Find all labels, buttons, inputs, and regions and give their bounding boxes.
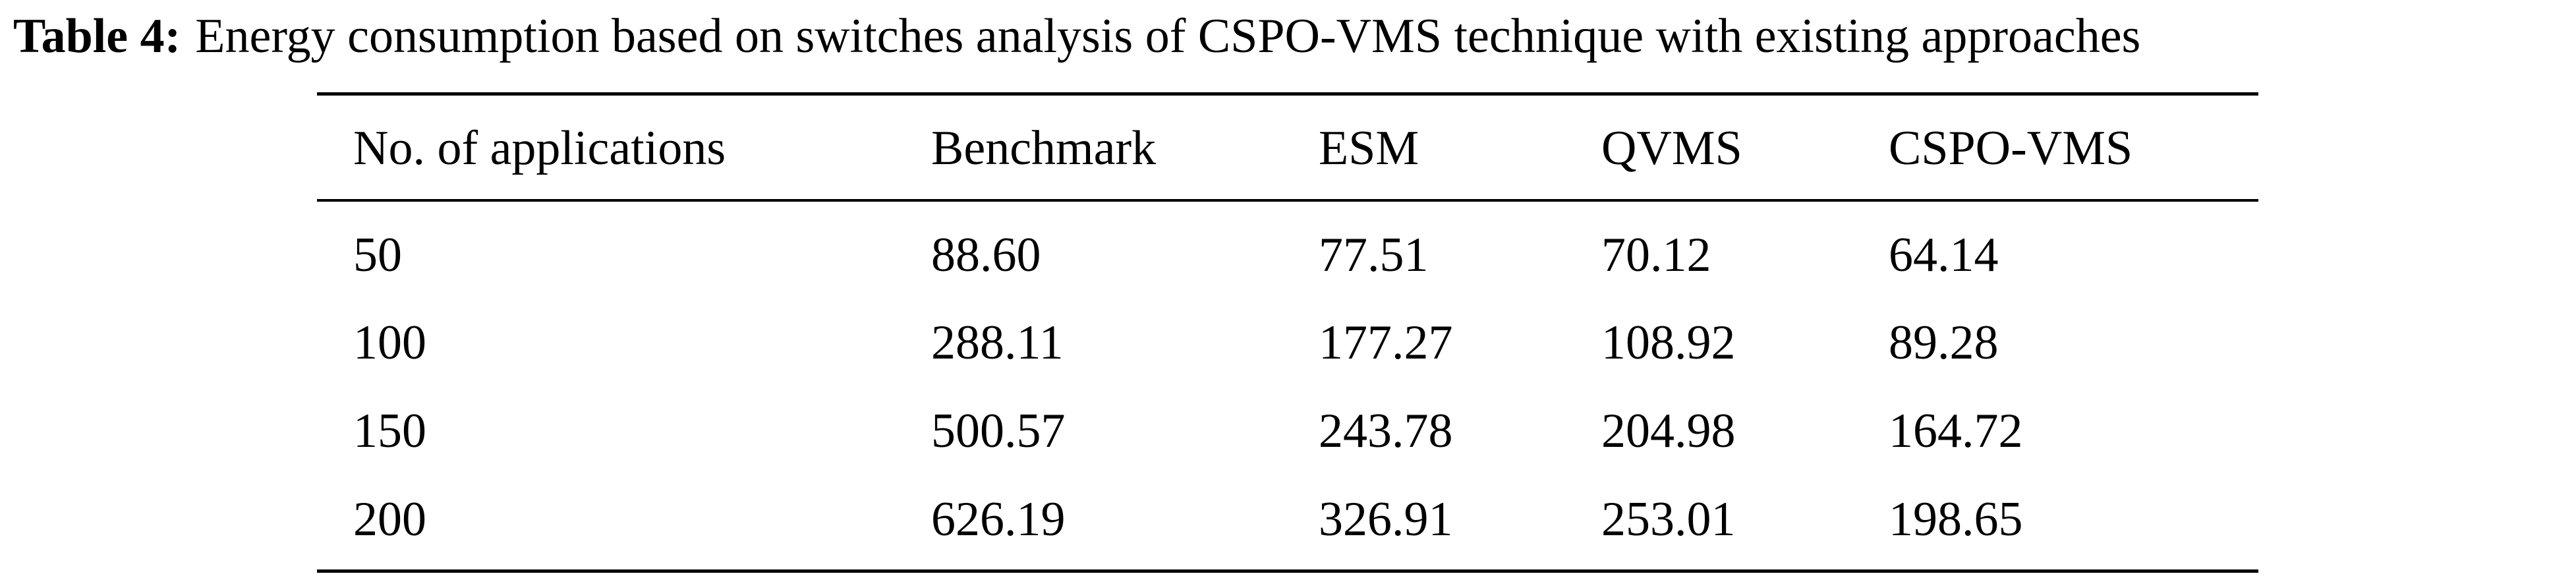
table-cell: 288.11 [931,316,1064,370]
table-cell: 108.92 [1601,316,1736,370]
table-cell: 200 [353,492,426,546]
table-cell: 500.57 [931,404,1066,458]
top-rule [317,92,2258,96]
caption-label: Table 4: [13,9,181,63]
table-cell: 253.01 [1601,492,1736,546]
mid-rule [317,199,2258,202]
column-header: CSPO-VMS [1889,121,2133,175]
table-cell: 150 [353,404,426,458]
table-cell: 243.78 [1319,404,1453,458]
bottom-rule [317,569,2258,573]
table-cell: 204.98 [1601,404,1736,458]
table-cell: 326.91 [1319,492,1453,546]
table-cell: 50 [353,228,402,282]
table-cell: 77.51 [1319,228,1429,282]
table-cell: 164.72 [1889,404,2023,458]
caption: Table 4: Energy consumption based on swit… [13,12,2140,61]
table-cell: 88.60 [931,228,1041,282]
table-cell: 89.28 [1889,316,1999,370]
column-header: ESM [1319,121,1419,175]
table-cell: 100 [353,316,426,370]
column-header: Benchmark [931,121,1157,175]
table-cell: 198.65 [1889,492,2023,546]
table-cell: 70.12 [1601,228,1711,282]
table-cell: 64.14 [1889,228,1999,282]
table-cell: 626.19 [931,492,1066,546]
caption-text: Energy consumption based on switches ana… [195,9,2141,63]
column-header: QVMS [1601,121,1742,175]
table-cell: 177.27 [1319,316,1453,370]
column-header: No. of applications [353,121,726,175]
